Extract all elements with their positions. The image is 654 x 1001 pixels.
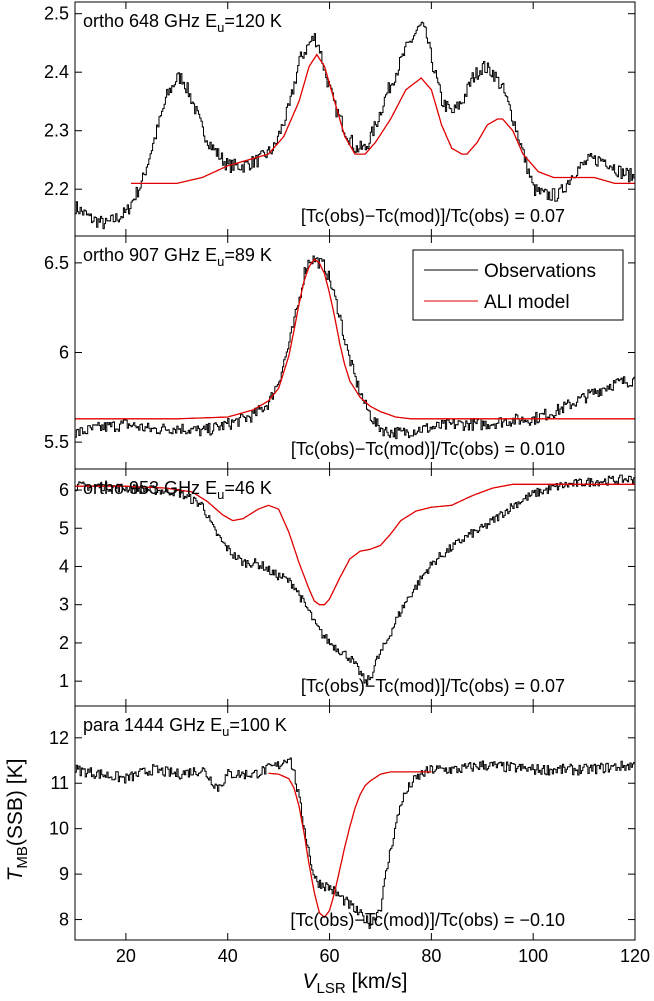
legend: Observations ALI model — [412, 249, 624, 321]
y-axis-label: TMB(SSB) [K] — [4, 759, 31, 882]
panel-4: 8 9 10 11 12 para 1444 GHz Eu=100 K [Tc(obs)−T… — [49, 705, 650, 966]
panel-3-series-observations — [75, 474, 635, 686]
panel-4-series-ali-model — [268, 771, 432, 919]
panel-4-ytick-label: 11 — [50, 773, 69, 793]
panel-1-ytick-label: 2.5 — [44, 4, 69, 24]
panel-title-suffix: =46 K — [224, 478, 272, 498]
panel-title-suffix: =100 K — [229, 715, 287, 735]
panel-title-sub: u — [217, 487, 224, 502]
panel-2-residual-annotation: [Tc(obs)−Tc(mod)]/Tc(obs) = 0.010 — [291, 439, 565, 459]
panel-title-suffix: =89 K — [224, 245, 272, 265]
panel-3-ytick-label: 4 — [59, 556, 69, 576]
panel-3-frame — [74, 468, 636, 707]
xtick-label: 100 — [518, 946, 548, 966]
panel-2-title: ortho 907 GHz Eu=89 K — [83, 245, 272, 269]
xtick-label: 80 — [421, 946, 441, 966]
y-axis-label-main: T — [4, 866, 27, 881]
xtick-label: 60 — [320, 946, 340, 966]
y-axis-label-sub: MB — [14, 846, 31, 869]
panel-4-title: para 1444 GHz Eu=100 K — [83, 715, 287, 739]
panel-1-ytick-label: 2.4 — [44, 62, 69, 82]
panel-title-main: ortho 907 GHz E — [83, 245, 217, 265]
xtick-label: 40 — [218, 946, 238, 966]
panel-4-ytick-label: 9 — [59, 864, 69, 884]
panel-1-series-ali-model — [131, 53, 635, 185]
panel-1-title: ortho 648 GHz Eu=120 K — [83, 11, 282, 35]
panel-3-series-ali-model — [75, 483, 635, 606]
xtick-label: 120 — [620, 946, 650, 966]
panel-1-ytick-label: 2.3 — [44, 121, 69, 141]
legend-box — [412, 249, 624, 321]
panel-4-series-observations — [75, 757, 635, 929]
panel-title-suffix: =120 K — [224, 11, 282, 31]
panel-title-sub: u — [222, 724, 229, 739]
xtick-label: 20 — [116, 946, 136, 966]
panel-3-ytick-label: 6 — [59, 480, 69, 500]
x-axis-label-main: V — [302, 970, 318, 993]
panel-3-ytick-label: 2 — [59, 633, 69, 653]
panel-3-title: ortho 953 GHz Eu=46 K — [83, 478, 272, 502]
panel-4-ytick-label: 8 — [59, 910, 69, 930]
legend-ali-model-label: ALI model — [484, 292, 570, 313]
panel-2-ytick-label: 6 — [59, 343, 69, 363]
panel-title-sub: u — [217, 254, 224, 269]
y-axis-label-rest: (SSB) [K] — [4, 759, 27, 847]
panel-title-sub: u — [217, 20, 224, 35]
panel-4-residual-annotation: [Tc(obs)−Tc(mod)]/Tc(obs) = −0.10 — [290, 910, 565, 930]
panel-3-ytick-label: 5 — [59, 518, 69, 538]
panel-2-ytick-label: 5.5 — [44, 432, 69, 452]
legend-observations-label: Observations — [484, 261, 596, 282]
x-axis-label-sub: LSR — [316, 980, 345, 997]
panel-title-main: ortho 953 GHz E — [83, 478, 217, 498]
panel-3-ytick-label: 3 — [59, 595, 69, 615]
panel-1-residual-annotation: [Tc(obs)−Tc(mod)]/Tc(obs) = 0.07 — [301, 206, 565, 226]
panel-3-residual-annotation: [Tc(obs)−Tc(mod)]/Tc(obs) = 0.07 — [301, 676, 565, 696]
panel-1-ytick-label: 2.2 — [44, 179, 69, 199]
panel-4-ytick-label: 10 — [49, 819, 69, 839]
panel-title-main: ortho 648 GHz E — [83, 11, 217, 31]
panel-title-main: para 1444 GHz E — [83, 715, 222, 735]
panels-group: 2.22.32.42.5 ortho 648 GHz Eu=120 K[Tc(ob… — [44, 1, 650, 966]
panel-1-series-observations — [75, 21, 635, 230]
panel-3-ytick-label: 1 — [59, 671, 69, 691]
panel-2-series-ali-model — [75, 258, 635, 420]
x-axis-label: VLSR [km/s] — [302, 970, 407, 997]
panel-4-ytick-label: 12 — [49, 728, 69, 748]
panel-4-frame — [74, 705, 636, 941]
panel-1: 2.2 2.3 2.4 2.5 ortho 648 GHz Eu=120 K [Tc(ob… — [44, 1, 636, 237]
panel-2-ytick-label: 6.5 — [44, 253, 69, 273]
panel-3: 1 2 3 4 5 6 ortho 953 GHz Eu=46 K [Tc(obs)−Tc(m… — [59, 468, 636, 707]
panel-2-series-observations — [75, 255, 635, 440]
x-axis-label-rest: [km/s] — [346, 970, 408, 993]
